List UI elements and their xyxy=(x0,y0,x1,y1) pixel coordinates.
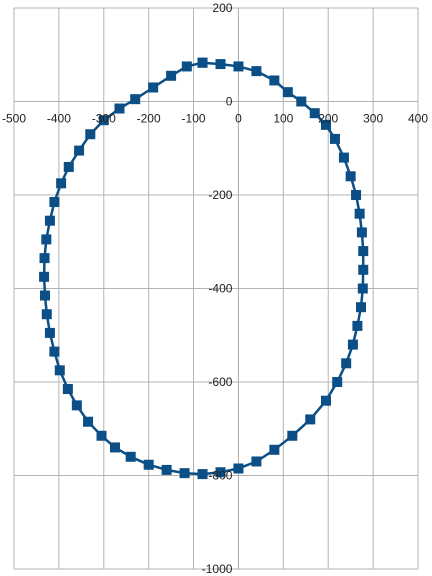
data-point xyxy=(62,384,73,395)
data-point xyxy=(357,283,368,294)
x-tick-label: -100 xyxy=(182,112,206,126)
data-point xyxy=(181,61,192,72)
y-tick-label: 200 xyxy=(212,1,232,15)
data-point xyxy=(179,468,190,479)
data-point xyxy=(215,467,226,478)
data-point xyxy=(320,395,331,406)
data-point xyxy=(358,246,369,257)
x-tick-label: -500 xyxy=(2,112,26,126)
data-point xyxy=(287,430,298,441)
data-point xyxy=(85,129,96,140)
data-point xyxy=(41,309,52,320)
data-point xyxy=(114,103,125,114)
y-tick-label: 0 xyxy=(226,95,233,109)
data-point xyxy=(347,339,358,350)
data-point xyxy=(356,227,367,238)
data-point xyxy=(125,451,136,462)
x-tick-label: 100 xyxy=(273,112,293,126)
data-point xyxy=(269,444,280,455)
data-point xyxy=(329,133,340,144)
data-point xyxy=(54,365,65,376)
data-point xyxy=(96,430,107,441)
data-point xyxy=(332,377,343,387)
data-point xyxy=(44,327,55,338)
data-point xyxy=(251,456,262,467)
data-point xyxy=(233,463,244,474)
y-tick-label: -400 xyxy=(208,282,232,296)
data-point xyxy=(341,358,352,369)
data-point xyxy=(161,464,172,475)
data-point xyxy=(63,161,74,172)
data-point xyxy=(83,416,94,427)
x-tick-label: -300 xyxy=(92,112,116,126)
data-point xyxy=(71,400,82,411)
data-point xyxy=(166,70,177,81)
data-point xyxy=(98,115,109,126)
data-point xyxy=(269,75,280,86)
data-point xyxy=(49,346,60,357)
data-point xyxy=(197,57,208,68)
data-point xyxy=(251,66,262,77)
data-point xyxy=(309,108,320,119)
y-tick-label: -200 xyxy=(208,188,232,202)
data-point xyxy=(345,171,356,182)
data-point xyxy=(130,94,141,105)
data-point xyxy=(352,320,363,331)
data-point xyxy=(351,190,362,200)
data-point xyxy=(41,234,52,245)
data-point xyxy=(197,469,208,480)
x-tick-labels: -500 -400 -300 -200 -100 0 100 200 300 400 xyxy=(2,112,428,126)
data-point xyxy=(143,459,154,470)
x-tick-label: -400 xyxy=(47,112,71,126)
data-point xyxy=(44,215,55,226)
data-point xyxy=(39,290,50,301)
y-tick-labels: 200 0 -200 -400 -600 -800 -1000 xyxy=(202,1,233,576)
x-tick-label: -200 xyxy=(137,112,161,126)
y-tick-label: -600 xyxy=(208,375,232,389)
y-tick-label: -800 xyxy=(208,469,232,483)
data-point xyxy=(56,178,67,189)
data-point xyxy=(148,82,159,93)
y-tick-label: -1000 xyxy=(202,562,233,576)
data-point xyxy=(358,264,369,275)
data-point xyxy=(282,87,293,98)
data-point xyxy=(296,96,307,107)
data-point xyxy=(74,145,85,156)
data-point xyxy=(39,253,50,264)
data-point xyxy=(320,119,331,130)
x-tick-label: 400 xyxy=(408,112,428,126)
data-point xyxy=(215,59,226,70)
data-point xyxy=(233,61,244,72)
x-tick-label: 200 xyxy=(318,112,338,126)
series-layer xyxy=(39,57,369,480)
data-point xyxy=(110,442,120,453)
data-point xyxy=(305,414,316,425)
axis-layer xyxy=(14,8,418,569)
data-point xyxy=(49,197,60,208)
data-point xyxy=(354,208,365,219)
data-point xyxy=(355,302,366,313)
x-tick-label: 300 xyxy=(363,112,383,126)
x-tick-label: 0 xyxy=(235,112,242,126)
data-point xyxy=(338,152,349,163)
data-point xyxy=(39,271,50,282)
